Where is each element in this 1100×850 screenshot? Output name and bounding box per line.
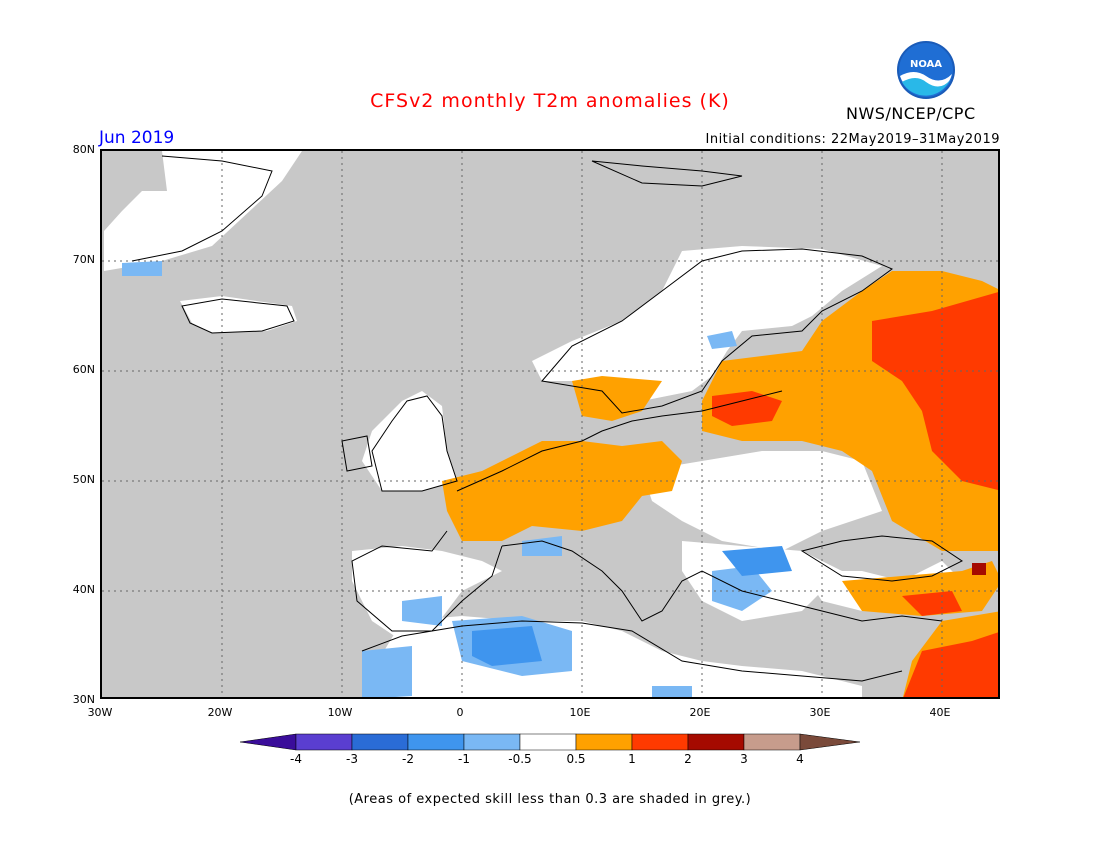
- colorbar-label: -0.5: [508, 752, 532, 766]
- lon-label: 40E: [929, 706, 951, 719]
- ireland-coast: [341, 435, 373, 472]
- lat-label: 50N: [72, 473, 95, 486]
- greenland-cool: [122, 261, 162, 276]
- stronger-cool-regions: [472, 546, 792, 666]
- anomaly-map: [100, 149, 1000, 699]
- greenland-region: [104, 151, 302, 271]
- middle-east-red: [903, 632, 998, 697]
- west-central-europe-warm: [442, 441, 682, 541]
- algeria-cool: [472, 626, 542, 666]
- iberia-region: [352, 546, 502, 641]
- colorbar-swatch: [351, 733, 409, 751]
- colorbar-label: 1: [628, 752, 636, 766]
- britain-coast: [371, 395, 458, 492]
- initial-conditions: Initial conditions: 22May2019–31May2019: [705, 132, 1000, 147]
- organization-label: NWS/NCEP/CPC: [846, 104, 976, 123]
- lat-label: 60N: [72, 363, 95, 376]
- black-sea-coast: [800, 535, 963, 582]
- lon-label: 30E: [809, 706, 831, 719]
- colorbar-swatch: [687, 733, 745, 751]
- colorbar-label: -2: [402, 752, 414, 766]
- lat-label: 70N: [72, 253, 95, 266]
- colorbar-label: 2: [684, 752, 692, 766]
- lat-label: 30N: [72, 693, 95, 706]
- greece-cool: [712, 566, 772, 611]
- iceland-region: [180, 296, 297, 333]
- finland-cool: [707, 331, 737, 349]
- svalbard-coast: [591, 160, 743, 187]
- map-canvas: [102, 151, 998, 697]
- lon-label: 20W: [207, 706, 233, 719]
- strong-warm-regions: [712, 292, 998, 697]
- lon-label: 30W: [87, 706, 113, 719]
- forecast-month: Jun 2019: [99, 128, 175, 148]
- britain-region: [362, 391, 457, 491]
- baltic-red: [712, 391, 782, 426]
- chart-title: CFSv2 monthly T2m anomalies (K): [370, 90, 730, 112]
- scandinavia-coast: [541, 248, 893, 414]
- europe-coast: [456, 390, 783, 492]
- colorbar-swatch: [631, 733, 689, 751]
- caucasus-dark-red: [972, 563, 986, 575]
- caucasus-warm: [842, 561, 998, 616]
- colorbar-swatch: [575, 733, 633, 751]
- colorbar-swatch: [743, 733, 801, 751]
- lon-label: 0: [456, 706, 464, 719]
- anatolia-red: [902, 591, 962, 616]
- colorbar-label: -1: [458, 752, 470, 766]
- southern-spain-cool: [402, 596, 442, 626]
- southern-scandinavia-warm: [572, 376, 662, 421]
- colorbar-label: 0.5: [566, 752, 586, 766]
- skill-footnote: (Areas of expected skill less than 0.3 a…: [348, 792, 752, 807]
- scandinavia-region: [532, 246, 882, 411]
- colorbar-swatch: [463, 733, 521, 751]
- colorbar-label: 3: [740, 752, 748, 766]
- sahara-cool-light: [362, 646, 412, 697]
- colorbar-high-triangle: [799, 733, 861, 751]
- lon-label: 10W: [327, 706, 353, 719]
- colorbar: [239, 733, 861, 755]
- logo-text: NOAA: [910, 59, 942, 70]
- africa-coast: [361, 620, 903, 682]
- balkans-cool: [722, 546, 792, 576]
- colorbar-swatch: [295, 733, 353, 751]
- iberia-coast: [351, 530, 503, 632]
- greenland-coast: [131, 155, 273, 262]
- lat-label: 80N: [72, 143, 95, 156]
- colorbar-svg: [239, 733, 861, 751]
- mediterranean-coast: [501, 540, 943, 622]
- noaa-logo-icon: NOAA: [896, 40, 956, 100]
- coastlines: [131, 155, 963, 682]
- lon-label: 10E: [569, 706, 591, 719]
- grid-lines: [102, 151, 998, 697]
- very-strong-warm-regions: [972, 563, 986, 575]
- colorbar-label: -4: [290, 752, 302, 766]
- colorbar-low-triangle: [239, 733, 297, 751]
- colorbar-label: 4: [796, 752, 804, 766]
- colorbar-swatch: [407, 733, 465, 751]
- libya-cool: [652, 686, 692, 697]
- colorbar-label: -3: [346, 752, 358, 766]
- colorbar-swatch: [519, 733, 577, 751]
- lon-label: 20E: [689, 706, 711, 719]
- northeast-russia-red: [872, 292, 998, 490]
- lat-label: 40N: [72, 583, 95, 596]
- iceland-coast: [181, 298, 295, 334]
- italy-cool: [522, 536, 562, 556]
